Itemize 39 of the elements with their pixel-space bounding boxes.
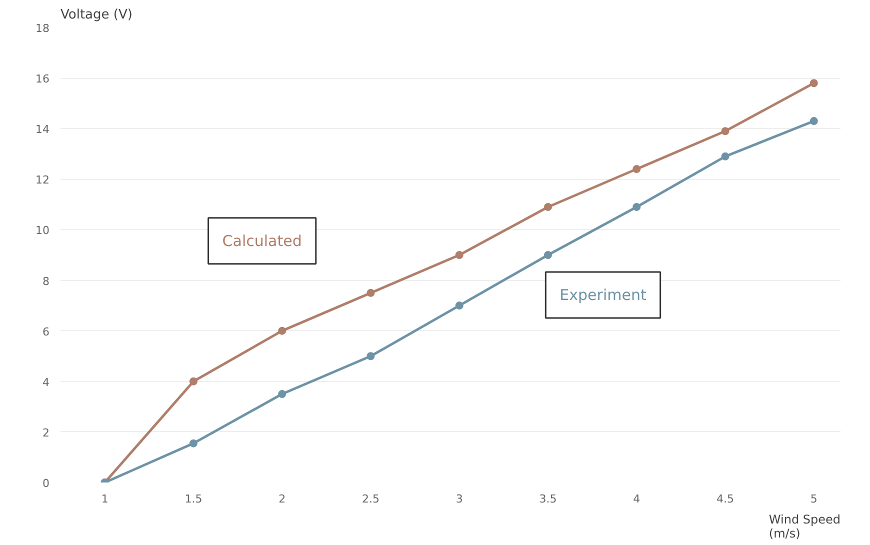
x-axis-title: Wind Speed (m/s) [768, 512, 841, 540]
y-tick-label: 12 [36, 174, 50, 187]
point [810, 117, 818, 126]
y-tick-label: 14 [36, 123, 50, 136]
y-tick-label: 2 [42, 426, 50, 440]
y-axis-title: Voltage (V) [60, 8, 132, 22]
x-tick-label: 3 [456, 492, 463, 506]
point [632, 165, 641, 174]
x-tick-label: 1.5 [184, 492, 202, 506]
point [455, 251, 464, 259]
x-tick-label: 3.5 [539, 492, 557, 506]
point [721, 127, 730, 136]
point [366, 288, 375, 297]
point [278, 390, 286, 398]
y-tick-label: 10 [36, 224, 50, 238]
point [189, 377, 198, 386]
y-tick-label: 18 [36, 22, 50, 35]
x-tick-label: 2.5 [362, 492, 380, 506]
x-tick-label: 1 [101, 492, 108, 506]
y-tick-label: 6 [42, 325, 50, 338]
point [810, 79, 818, 88]
x-tick-label: 5 [810, 492, 818, 506]
y-tick-label: 4 [42, 376, 50, 389]
y-tick-label: 16 [36, 72, 50, 86]
point [544, 251, 552, 259]
point [544, 202, 552, 211]
x-tick-label: 4 [633, 492, 640, 506]
text: Calculated [222, 232, 302, 250]
point [189, 439, 198, 448]
point [366, 352, 375, 360]
series-label: Experiment [560, 286, 646, 304]
point [278, 326, 286, 335]
point [721, 152, 730, 160]
x-tick-label: 4.5 [716, 492, 734, 506]
y-tick-label: 8 [42, 274, 50, 288]
point [632, 202, 641, 211]
point [455, 302, 464, 310]
x-tick-label: 2 [278, 492, 286, 506]
y-tick-label: 0 [42, 477, 50, 490]
